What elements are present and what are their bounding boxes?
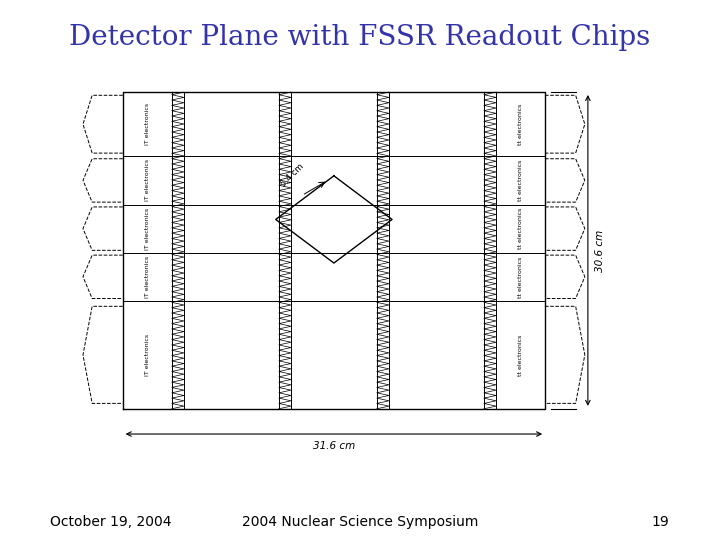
Text: tt electronics: tt electronics [518,104,523,145]
Text: IT electronics: IT electronics [145,207,150,249]
Text: tt electronics: tt electronics [518,334,523,375]
Text: Detector Plane with FSSR Readout Chips: Detector Plane with FSSR Readout Chips [69,24,651,51]
Text: IT electronics: IT electronics [145,103,150,145]
Text: 31.6 cm: 31.6 cm [312,441,355,451]
Text: 30.6 cm: 30.6 cm [595,230,606,272]
Text: October 19, 2004: October 19, 2004 [50,515,172,529]
Text: 5.4 cm: 5.4 cm [279,161,305,188]
Text: IT electronics: IT electronics [145,256,150,298]
Text: tt electronics: tt electronics [518,160,523,201]
Text: tt electronics: tt electronics [518,256,523,298]
Text: IT electronics: IT electronics [145,334,150,376]
Text: tt electronics: tt electronics [518,208,523,249]
Text: 2004 Nuclear Science Symposium: 2004 Nuclear Science Symposium [242,515,478,529]
Text: 19: 19 [652,515,670,529]
Text: IT electronics: IT electronics [145,159,150,201]
